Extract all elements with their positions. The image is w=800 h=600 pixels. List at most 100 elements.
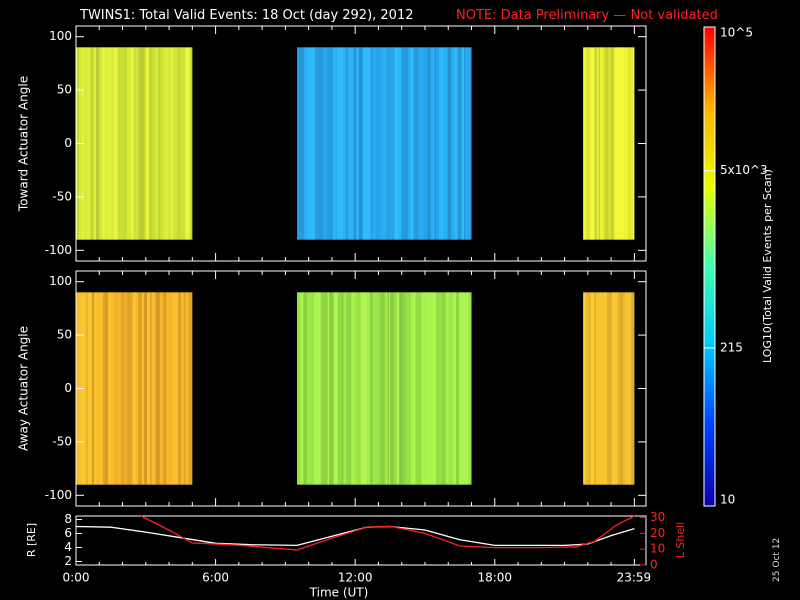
heatmap-stripe <box>413 292 416 485</box>
heatmap-stripe <box>617 292 620 485</box>
heatmap-stripe <box>188 292 192 485</box>
heatmap-stripe <box>409 292 411 485</box>
heatmap-stripe <box>343 292 346 485</box>
heatmap-stripe <box>386 292 388 485</box>
heatmap-stripe <box>357 292 361 485</box>
heatmap-stripe <box>350 47 354 240</box>
heatmap-stripe <box>175 292 179 485</box>
y-tick-label-right: 10 <box>650 542 665 556</box>
heatmap-stripe <box>607 292 610 485</box>
heatmap-stripe <box>113 47 118 240</box>
heatmap-stripe <box>349 47 351 240</box>
heatmap-stripe <box>457 292 459 485</box>
heatmap-stripe <box>341 47 344 240</box>
heatmap-stripe <box>383 292 387 485</box>
heatmap-stripe <box>445 292 450 485</box>
heatmap-stripe <box>329 47 334 240</box>
heatmap-stripe <box>143 47 146 240</box>
heatmap-stripe <box>464 292 469 485</box>
heatmap-stripe <box>301 47 304 240</box>
heatmap-stripe <box>85 292 89 485</box>
heatmap-stripe <box>421 292 424 485</box>
heatmap-stripe <box>160 47 165 240</box>
heatmap-stripe <box>621 292 623 485</box>
heatmap-stripe <box>370 292 374 485</box>
heatmap-stripe <box>99 292 103 485</box>
heatmap-stripe <box>306 292 311 485</box>
heatmap-stripe <box>622 292 626 485</box>
heatmap-stripe <box>399 292 403 485</box>
heatmap-stripe <box>594 47 597 240</box>
heatmap-stripe <box>449 292 453 485</box>
heatmap-stripe <box>586 47 589 240</box>
heatmap-stripe <box>337 47 341 240</box>
heatmap-stripe <box>440 47 444 240</box>
heatmap-stripe <box>630 47 633 240</box>
colorbar-tick-label: 10^5 <box>720 26 753 40</box>
heatmap-stripe <box>407 47 411 240</box>
heatmap-stripe <box>328 292 333 485</box>
heatmap-stripe <box>413 47 417 240</box>
heatmap-stripe <box>469 292 472 485</box>
heatmap-stripe <box>124 47 128 240</box>
heatmap-stripe <box>461 292 465 485</box>
y-tick-label-left: 2 <box>64 554 72 568</box>
heatmap-stripe <box>127 47 131 240</box>
heatmap-stripe <box>436 47 440 240</box>
y-tick-label: 0 <box>64 381 72 395</box>
heatmap-stripe <box>180 47 184 240</box>
heatmap-stripe <box>418 47 422 240</box>
heatmap-stripe <box>370 47 374 240</box>
heatmap-stripe <box>172 292 176 485</box>
heatmap-stripe <box>117 47 120 240</box>
colorbar-label: LOG10(Total Valid Events per Scan) <box>761 169 774 363</box>
heatmap-stripe <box>632 47 635 240</box>
heatmap-stripe <box>323 47 327 240</box>
heatmap-stripe <box>182 292 184 485</box>
heatmap-stripe <box>628 292 631 485</box>
heatmap-stripe <box>188 47 190 240</box>
heatmap-stripe <box>99 47 103 240</box>
heatmap-stripe <box>135 47 138 240</box>
heatmap-stripe <box>349 292 351 485</box>
heatmap-stripe <box>130 47 135 240</box>
heatmap-stripe <box>464 47 466 240</box>
heatmap-stripe <box>350 292 353 485</box>
heatmap-stripe <box>315 47 319 240</box>
heatmap-stripe <box>402 292 407 485</box>
heatmap-stripe <box>166 292 169 485</box>
heatmap-stripe <box>429 292 433 485</box>
heatmap-stripe <box>320 47 324 240</box>
heatmap-stripe <box>457 47 459 240</box>
heatmap-stripe <box>404 47 408 240</box>
heatmap-stripe <box>326 47 330 240</box>
heatmap-stripe <box>352 292 355 485</box>
orbit-panel-frame <box>75 515 647 566</box>
heatmap-stripe <box>380 47 385 240</box>
heatmap-stripe <box>604 47 609 240</box>
heatmap-stripe <box>167 47 171 240</box>
heatmap-stripe <box>375 47 379 240</box>
heatmap-stripe <box>611 292 614 485</box>
heatmap-stripe <box>366 292 371 485</box>
heatmap-stripe <box>389 47 393 240</box>
heatmap-stripe <box>318 47 320 240</box>
heatmap-stripe <box>598 47 601 240</box>
heatmap-stripe <box>467 47 470 240</box>
colorbar-tick-label: 5x10^3 <box>720 163 768 177</box>
heatmap-stripe <box>593 47 595 240</box>
heatmap-stripe <box>151 292 156 485</box>
heatmap-stripe <box>432 47 435 240</box>
heatmap-stripe <box>434 47 437 240</box>
heatmap-stripe <box>183 292 186 485</box>
heatmap-stripe <box>583 292 586 485</box>
y-axis-label-right: L Shell <box>674 522 687 558</box>
heatmap-stripe <box>460 47 462 240</box>
heatmap-stripe <box>633 292 635 485</box>
heatmap-stripe <box>314 292 318 485</box>
heatmap-stripe <box>439 292 443 485</box>
heatmap-stripe <box>380 292 383 485</box>
heatmap-stripe <box>90 47 94 240</box>
heatmap-stripe <box>105 47 108 240</box>
heatmap-stripe <box>145 47 149 240</box>
